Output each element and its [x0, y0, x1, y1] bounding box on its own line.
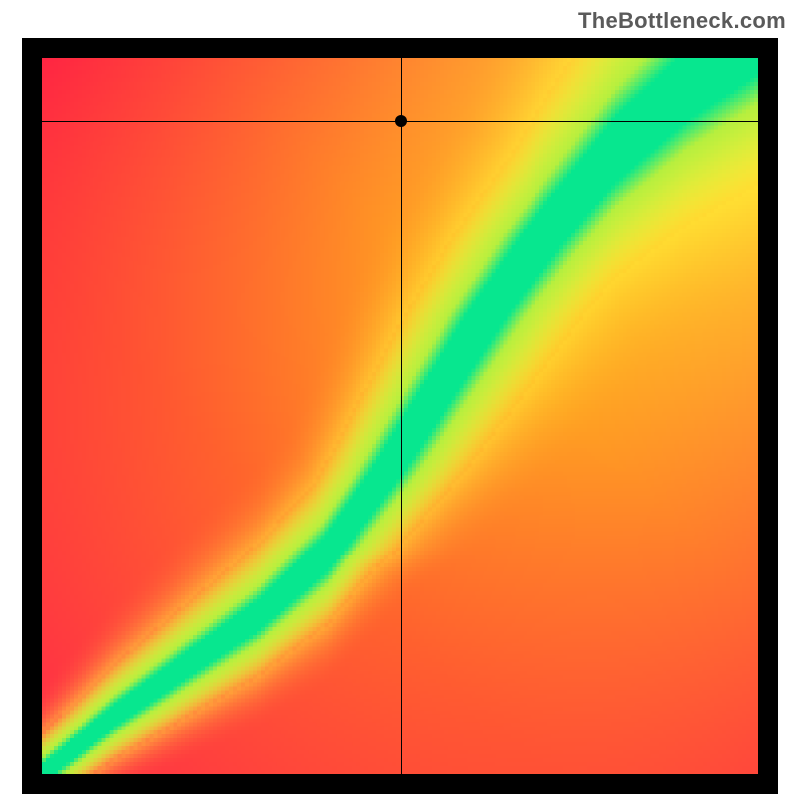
chart-container: TheBottleneck.com	[0, 0, 800, 800]
crosshair-marker	[395, 115, 407, 127]
bottleneck-heatmap	[42, 58, 758, 774]
watermark-text: TheBottleneck.com	[578, 8, 786, 34]
crosshair-vertical	[401, 58, 402, 774]
